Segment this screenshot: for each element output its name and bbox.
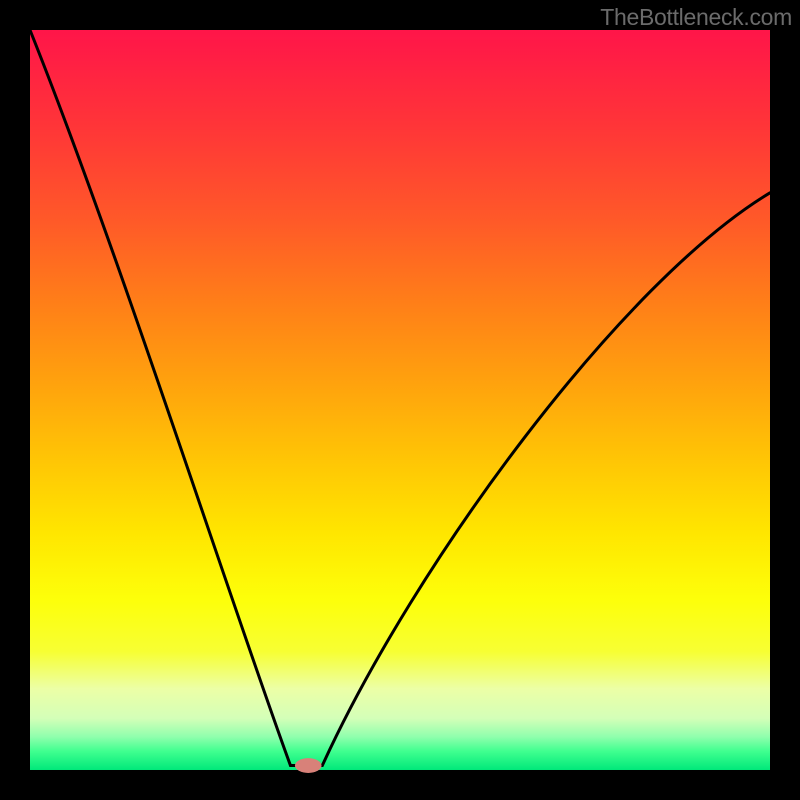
- minimum-marker: [295, 758, 322, 773]
- watermark-text: TheBottleneck.com: [600, 4, 792, 31]
- chart-container: TheBottleneck.com: [0, 0, 800, 800]
- plot-background: [30, 30, 770, 770]
- bottleneck-chart: [0, 0, 800, 800]
